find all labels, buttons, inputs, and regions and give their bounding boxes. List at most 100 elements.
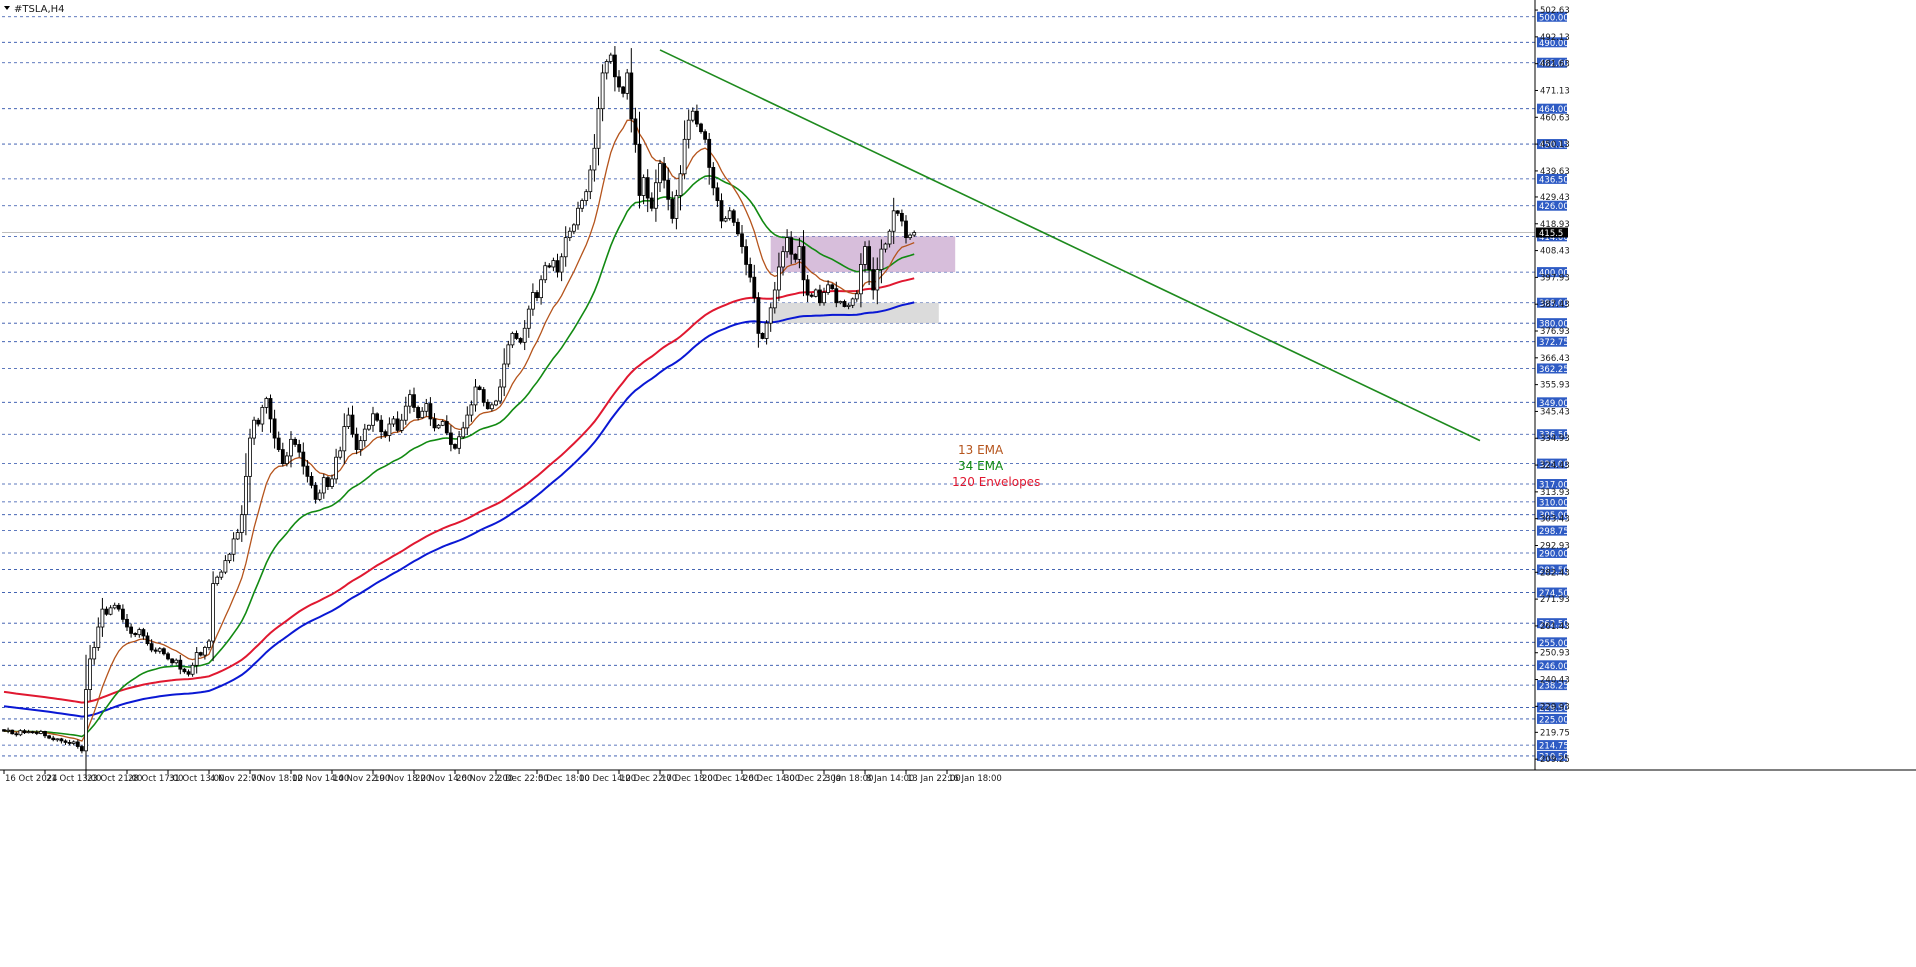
candle-body[interactable] xyxy=(59,738,64,742)
candle-body[interactable] xyxy=(703,131,707,140)
candle-body[interactable] xyxy=(264,398,269,408)
candle-body[interactable] xyxy=(379,419,384,433)
candle-body[interactable] xyxy=(748,264,753,278)
candle-body[interactable] xyxy=(321,477,326,494)
candle-body[interactable] xyxy=(789,237,794,255)
candle-body[interactable] xyxy=(879,248,884,270)
candle-body[interactable] xyxy=(629,72,634,120)
candle-body[interactable] xyxy=(301,451,306,467)
candle-body[interactable] xyxy=(494,400,498,406)
candle-body[interactable] xyxy=(854,293,859,300)
candle-body[interactable] xyxy=(744,246,748,265)
candle-body[interactable] xyxy=(108,607,113,615)
candle-body[interactable] xyxy=(219,571,224,578)
candle-body[interactable] xyxy=(826,284,830,293)
candle-body[interactable] xyxy=(727,210,732,219)
candle-body[interactable] xyxy=(129,626,134,634)
candle-body[interactable] xyxy=(30,731,35,734)
candle-body[interactable] xyxy=(166,653,170,660)
candle-body[interactable] xyxy=(551,260,556,268)
candle-body[interactable] xyxy=(772,289,777,309)
candle-body[interactable] xyxy=(170,658,175,664)
candle-body[interactable] xyxy=(477,386,482,390)
candle-body[interactable] xyxy=(690,110,695,121)
candle-body[interactable] xyxy=(707,138,712,168)
candle-body[interactable] xyxy=(289,438,293,457)
candle-body[interactable] xyxy=(178,659,183,670)
candle-body[interactable] xyxy=(346,414,351,427)
candle-body[interactable] xyxy=(424,403,429,412)
candle-body[interactable] xyxy=(243,475,248,516)
candle-body[interactable] xyxy=(895,210,900,214)
candle-body[interactable] xyxy=(777,266,781,291)
candle-body[interactable] xyxy=(871,269,876,291)
candle-body[interactable] xyxy=(621,86,625,94)
candle-body[interactable] xyxy=(350,414,355,435)
price-zone[interactable] xyxy=(770,302,939,324)
candle-body[interactable] xyxy=(51,737,56,741)
candle-body[interactable] xyxy=(432,418,437,429)
candle-body[interactable] xyxy=(26,731,31,734)
candle-body[interactable] xyxy=(190,664,195,675)
candle-body[interactable] xyxy=(71,741,76,744)
candle-body[interactable] xyxy=(338,450,343,458)
candle-body[interactable] xyxy=(781,251,785,268)
candle-body[interactable] xyxy=(256,419,261,425)
candle-body[interactable] xyxy=(818,289,822,304)
candle-body[interactable] xyxy=(268,398,273,420)
candle-body[interactable] xyxy=(740,233,744,247)
candle-body[interactable] xyxy=(239,514,244,533)
candle-body[interactable] xyxy=(149,643,154,651)
candle-body[interactable] xyxy=(760,332,765,339)
candle-body[interactable] xyxy=(834,288,839,304)
candle-body[interactable] xyxy=(403,405,408,421)
trendline-layer[interactable] xyxy=(659,49,1481,442)
candles-layer[interactable] xyxy=(2,46,917,779)
candle-body[interactable] xyxy=(678,173,683,196)
candle-body[interactable] xyxy=(883,243,888,250)
candle-body[interactable] xyxy=(161,648,166,655)
candle-body[interactable] xyxy=(797,246,802,260)
candle-body[interactable] xyxy=(518,338,523,343)
candle-body[interactable] xyxy=(235,532,240,540)
candle-body[interactable] xyxy=(736,221,740,235)
candle-body[interactable] xyxy=(362,428,367,442)
candle-body[interactable] xyxy=(805,279,810,296)
candle-body[interactable] xyxy=(559,256,564,273)
candle-body[interactable] xyxy=(116,604,121,610)
candle-body[interactable] xyxy=(387,423,392,436)
candle-body[interactable] xyxy=(785,237,789,253)
candle-body[interactable] xyxy=(543,265,548,281)
candle-body[interactable] xyxy=(731,210,736,223)
candle-body[interactable] xyxy=(875,269,880,291)
candle-body[interactable] xyxy=(198,652,203,656)
candle-body[interactable] xyxy=(2,729,6,732)
candle-body[interactable] xyxy=(588,169,593,193)
candle-body[interactable] xyxy=(211,583,216,642)
candle-body[interactable] xyxy=(420,410,425,419)
candle-body[interactable] xyxy=(276,437,281,450)
candle-body[interactable] xyxy=(100,608,105,628)
candle-body[interactable] xyxy=(822,292,826,304)
candle-body[interactable] xyxy=(453,444,457,449)
candle-body[interactable] xyxy=(202,647,207,656)
candle-body[interactable] xyxy=(485,401,490,410)
candle-body[interactable] xyxy=(531,292,535,310)
candle-body[interactable] xyxy=(22,730,27,734)
candle-body[interactable] xyxy=(674,195,679,219)
candle-body[interactable] xyxy=(801,246,806,281)
candle-body[interactable] xyxy=(633,118,638,145)
candle-body[interactable] xyxy=(63,740,68,743)
candle-body[interactable] xyxy=(473,386,478,406)
candle-body[interactable] xyxy=(461,427,466,438)
candle-body[interactable] xyxy=(567,230,572,239)
candle-body[interactable] xyxy=(608,54,613,62)
candle-body[interactable] xyxy=(334,456,339,480)
candle-body[interactable] xyxy=(522,327,527,343)
candle-body[interactable] xyxy=(592,147,597,171)
candle-body[interactable] xyxy=(711,167,716,189)
candle-body[interactable] xyxy=(682,138,687,175)
candle-body[interactable] xyxy=(863,246,867,265)
candle-body[interactable] xyxy=(174,659,179,664)
